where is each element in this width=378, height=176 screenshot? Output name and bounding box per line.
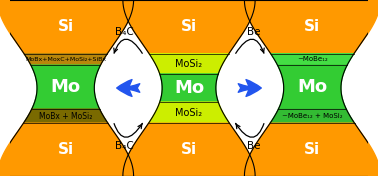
Text: B₄C: B₄C <box>115 141 133 151</box>
Polygon shape <box>123 123 255 176</box>
Text: MoSi₂: MoSi₂ <box>175 108 203 118</box>
Text: Si: Si <box>304 19 321 34</box>
Text: Si: Si <box>57 19 74 34</box>
Polygon shape <box>245 123 378 176</box>
Text: Be: Be <box>247 27 261 37</box>
Polygon shape <box>123 0 255 54</box>
Text: Be: Be <box>247 141 261 151</box>
Text: Si: Si <box>181 142 197 157</box>
Text: Mo: Mo <box>297 78 327 96</box>
Text: ~MoBe₁₂: ~MoBe₁₂ <box>297 56 328 62</box>
Polygon shape <box>149 54 229 74</box>
Polygon shape <box>245 0 378 54</box>
Polygon shape <box>24 54 107 65</box>
Polygon shape <box>0 123 133 176</box>
Text: MoBx+MoxC+MoSi₂+SiBx: MoBx+MoxC+MoSi₂+SiBx <box>25 57 106 62</box>
Polygon shape <box>31 65 101 109</box>
Text: B₄C: B₄C <box>115 27 133 37</box>
Polygon shape <box>277 65 347 109</box>
Polygon shape <box>160 74 218 102</box>
Text: Mo: Mo <box>174 79 204 97</box>
Polygon shape <box>271 54 354 65</box>
Polygon shape <box>23 109 108 123</box>
Text: MoBx + MoSi₂: MoBx + MoSi₂ <box>39 112 92 121</box>
Text: MoSi₂: MoSi₂ <box>175 59 203 69</box>
Polygon shape <box>0 0 133 54</box>
Text: Mo: Mo <box>51 78 81 96</box>
Polygon shape <box>270 109 355 123</box>
Text: Si: Si <box>181 19 197 34</box>
Polygon shape <box>149 102 229 123</box>
Text: Si: Si <box>304 142 321 157</box>
Text: Si: Si <box>57 142 74 157</box>
Text: ~MoBe₁₂ + MoSi₂: ~MoBe₁₂ + MoSi₂ <box>282 113 342 119</box>
